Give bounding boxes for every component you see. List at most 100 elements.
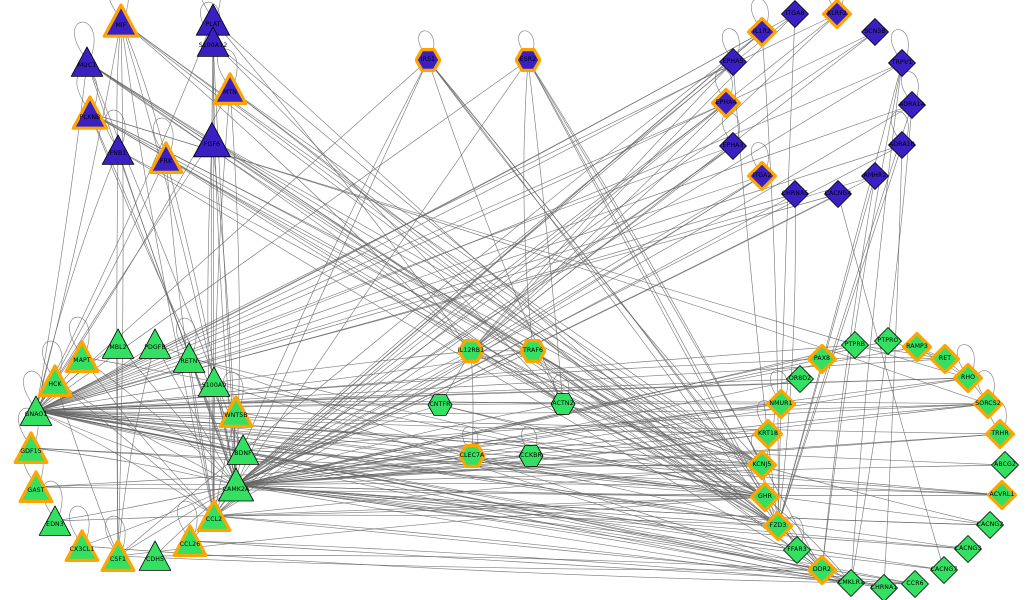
graph-node-mbl2[interactable]: MBL2 xyxy=(100,326,136,362)
graph-edge xyxy=(35,59,529,412)
graph-node-plxnb[interactable]: PLXNB xyxy=(71,94,109,132)
graph-node-cacng7[interactable]: CACNG7 xyxy=(929,555,959,585)
graph-node-cdh5[interactable]: CDH5 xyxy=(137,538,173,574)
diamond-shape xyxy=(763,511,793,541)
graph-node-kcnj5[interactable]: KCNJ5 xyxy=(747,450,777,480)
graph-node-ptpro[interactable]: PTPRO xyxy=(873,326,903,356)
graph-edge xyxy=(35,149,119,412)
graph-edge xyxy=(117,496,766,557)
triangle-shape xyxy=(64,340,100,374)
graph-node-ramp3[interactable]: RAMP3 xyxy=(902,332,932,362)
graph-node-ghr[interactable]: GHR xyxy=(750,482,780,512)
graph-node-amhr2[interactable]: AMHR2 xyxy=(860,161,890,191)
graph-node-ptprb[interactable]: PTPRB xyxy=(840,330,870,360)
graph-edge xyxy=(35,145,734,412)
triangle-shape xyxy=(218,395,254,429)
graph-node-clec7a[interactable]: CLEC7A xyxy=(459,443,485,469)
graph-edge xyxy=(235,350,534,486)
graph-edge xyxy=(235,404,441,486)
graph-node-abcg2[interactable]: ABCG2 xyxy=(990,450,1020,480)
graph-edge xyxy=(235,484,798,551)
graph-node-cntfr[interactable]: CNTFR xyxy=(427,392,453,418)
graph-edge xyxy=(530,455,766,498)
graph-node-mtn[interactable]: MTN xyxy=(212,71,248,107)
graph-edge xyxy=(86,61,534,352)
graph-node-irs1[interactable]: IRS1 xyxy=(415,47,441,73)
graph-node-epha3[interactable]: EPHA3 xyxy=(718,131,748,161)
graph-node-sorcs2[interactable]: SORCS2 xyxy=(973,389,1003,419)
graph-node-chrna1[interactable]: CHRNA1 xyxy=(869,573,899,600)
triangle-shape xyxy=(18,470,54,504)
graph-edge xyxy=(54,380,237,486)
graph-node-itga8[interactable]: ITGA8 xyxy=(780,0,810,29)
graph-node-cckbr[interactable]: CCKBR xyxy=(518,443,544,469)
graph-node-esr2[interactable]: ESR2 xyxy=(515,47,541,73)
graph-node-itga2[interactable]: ITGA2 xyxy=(747,161,777,191)
diamond-shape xyxy=(901,570,929,598)
graph-node-acvrl1[interactable]: ACVRL1 xyxy=(987,480,1017,510)
graph-node-chrna5[interactable]: CHRNA5 xyxy=(780,179,810,209)
graph-node-wnt5b[interactable]: WNT5B xyxy=(218,394,254,430)
graph-node-adra1b[interactable]: ADRA1B xyxy=(887,130,917,160)
graph-node-pdgfb[interactable]: PDGFB xyxy=(137,326,173,362)
graph-node-trhr[interactable]: TRHR xyxy=(985,419,1015,449)
triangle-shape xyxy=(13,431,49,465)
self-loop-edge xyxy=(751,0,769,28)
graph-node-il12rb1[interactable]: IL12RB1 xyxy=(458,338,484,364)
graph-edge xyxy=(242,449,763,467)
graph-node-scn3b[interactable]: SCN3B xyxy=(860,17,890,47)
graph-node-trpv1[interactable]: TRPV1 xyxy=(887,48,917,78)
diamond-shape xyxy=(781,0,809,28)
graph-edge xyxy=(777,104,913,527)
graph-node-gast[interactable]: GAST xyxy=(18,469,54,505)
graph-edge xyxy=(229,88,766,498)
graph-node-fnb1[interactable]: FNB1 xyxy=(100,132,136,168)
triangle-shape xyxy=(100,539,136,573)
graph-node-muc1[interactable]: MUC1 xyxy=(69,44,105,80)
graph-node-traf6[interactable]: TRAF6 xyxy=(520,338,546,364)
graph-edge xyxy=(235,61,734,486)
graph-node-cx3cl1[interactable]: CX3CL1 xyxy=(64,528,100,564)
triangle-shape xyxy=(196,499,232,533)
graph-node-csf1[interactable]: CSF1 xyxy=(100,538,136,574)
graph-node-klrf2[interactable]: KLRF2 xyxy=(822,0,852,29)
self-loop-edge xyxy=(891,29,909,59)
self-loop-edge xyxy=(69,505,90,542)
graph-node-gnao1[interactable]: GNAO1 xyxy=(18,393,54,429)
graph-edge xyxy=(189,540,852,584)
graph-edge xyxy=(470,13,838,352)
graph-node-mif[interactable]: MIF xyxy=(102,2,140,40)
self-loop-edge xyxy=(109,0,129,17)
graph-node-s100a12[interactable]: S100A12 xyxy=(195,24,231,60)
graph-edge xyxy=(35,410,991,526)
graph-edge xyxy=(35,377,969,412)
graph-node-nmur1[interactable]: NMUR1 xyxy=(766,389,796,419)
graph-node-epha5[interactable]: EPHA5 xyxy=(718,47,748,77)
self-loop-edge xyxy=(462,426,479,452)
graph-edge xyxy=(777,144,903,527)
graph-node-krt18[interactable]: KRT18 xyxy=(753,419,783,449)
graph-node-fgf6[interactable]: FGF6 xyxy=(191,119,233,161)
graph-node-actn2[interactable]: ACTN2 xyxy=(550,391,576,417)
graph-node-cacng4[interactable]: CACNG4 xyxy=(823,179,853,209)
diamond-shape xyxy=(781,180,809,208)
graph-node-adra1a[interactable]: ADRA1A xyxy=(897,90,927,120)
hexagon-shape xyxy=(520,338,546,364)
graph-edge xyxy=(777,13,796,527)
graph-node-ddr2[interactable]: DDR2 xyxy=(807,555,837,585)
hexagon-shape xyxy=(415,47,441,73)
graph-node-cmklr1[interactable]: CMKLR1 xyxy=(836,568,866,598)
graph-edge xyxy=(35,410,1001,435)
graph-node-frk[interactable]: FRK xyxy=(148,140,184,176)
graph-node-ccr6[interactable]: CCR6 xyxy=(900,569,930,599)
graph-node-ccl26[interactable]: CCL26 xyxy=(172,523,208,559)
graph-edge xyxy=(235,13,838,486)
graph-node-bdnf[interactable]: BDNF xyxy=(225,432,261,468)
graph-node-il1r2[interactable]: IL1R2 xyxy=(747,17,777,47)
graph-edge xyxy=(35,193,839,412)
graph-node-epha4[interactable]: EPHA4 xyxy=(711,88,741,118)
graph-edge xyxy=(54,484,237,522)
graph-node-gdf15[interactable]: GDF15 xyxy=(13,430,49,466)
graph-edge xyxy=(235,102,727,486)
